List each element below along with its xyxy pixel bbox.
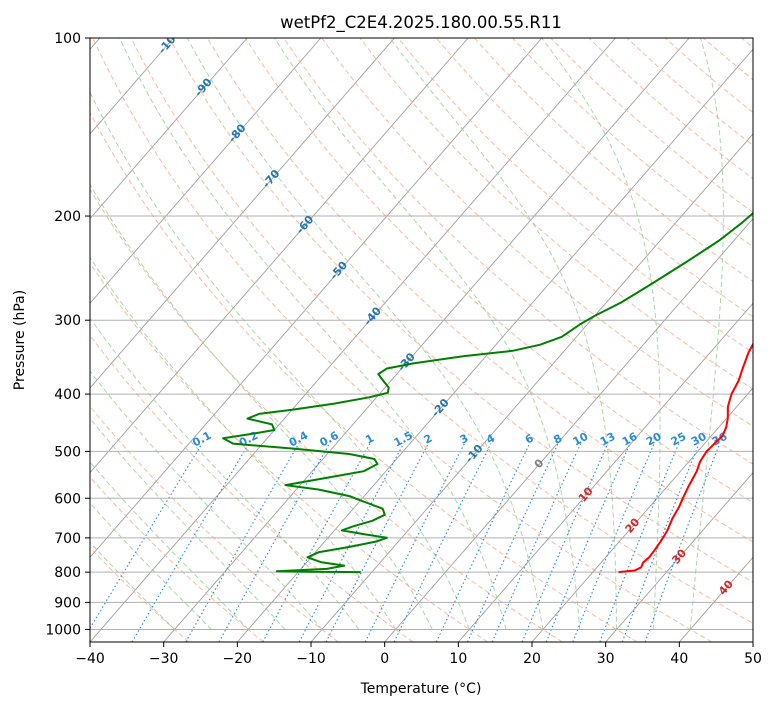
x-axis: −40 −30 −20 −10 0 10 20 30 40 50 [75, 642, 762, 667]
moist-adiabat-line [90, 502, 212, 630]
y-tick-label: 900 [54, 595, 81, 611]
y-tick-label: 100 [54, 31, 81, 47]
x-tick-label: 50 [744, 651, 762, 667]
dry-adiabat-line [90, 188, 563, 642]
mixing-ratio-line [466, 443, 559, 642]
moist-adiabat-line [90, 91, 470, 630]
moist-adiabat-line [541, 38, 661, 630]
isotherm-line [384, 217, 753, 642]
mixing-ratio-label: 16 [620, 430, 640, 449]
y-tick-label: 400 [54, 387, 81, 403]
y-tick-label: 800 [54, 565, 81, 581]
moist-adiabat-line [90, 256, 397, 630]
isotherm-line [90, 38, 395, 389]
moist-adiabat-line [274, 38, 581, 630]
pressure-gridlines [90, 38, 753, 630]
x-tick-label: 0 [380, 651, 389, 667]
isotherm-line [90, 38, 616, 642]
moist-adiabat-line [90, 541, 175, 630]
dry-adiabat-line [90, 262, 488, 642]
dry-adiabat-line [244, 38, 753, 504]
dry-adiabat-line [321, 38, 753, 427]
mixing-ratio-line [90, 443, 203, 630]
moist-adiabat-line [90, 183, 433, 630]
y-tick-label: 600 [54, 491, 81, 507]
isotherm-line [90, 38, 322, 304]
x-tick-label: −20 [223, 651, 253, 667]
isotherm-line [531, 387, 753, 642]
mixing-ratio-line [131, 443, 250, 642]
mixing-ratio-line [435, 443, 531, 642]
y-tick-label: 500 [54, 444, 81, 460]
moist-adiabat-line [90, 317, 360, 630]
mixing-ratio-label: 13 [598, 430, 618, 449]
isotherm-line [457, 302, 753, 642]
x-tick-label: −10 [296, 651, 326, 667]
mixing-ratio-label: 20 [644, 430, 664, 449]
mixing-ratio-line [572, 443, 655, 642]
dry-adiabat-line [130, 38, 753, 624]
plot-frame [89, 37, 754, 643]
moist-adiabat-line [389, 38, 618, 630]
mixing-ratio-line [393, 443, 492, 642]
y-tick-label: 200 [54, 209, 81, 225]
moist-adiabat-line [90, 370, 323, 630]
isotherm-line [90, 38, 469, 474]
mixing-ratio-label: 10 [571, 430, 591, 449]
isotherm-line [163, 38, 690, 642]
dry-adiabat-line [435, 38, 753, 318]
x-tick-label: 40 [670, 651, 688, 667]
x-axis-label: Temperature (°C) [360, 681, 482, 697]
x-tick-label: 10 [449, 651, 467, 667]
dry-adiabat-line [92, 38, 712, 642]
moist-adiabat-line [119, 38, 507, 630]
series-layer [222, 211, 753, 574]
moist-adiabat-line [90, 417, 286, 630]
y-axis: 100 200 300 400 500 600 700 800 900 1000 [45, 31, 90, 638]
y-tick-label: 300 [54, 313, 81, 329]
y-tick-label: 700 [54, 531, 81, 547]
chart-title: wetPf2_C2E4.2025.180.00.55.R11 [280, 13, 562, 33]
dry-adiabat-line [90, 476, 264, 642]
x-tick-label: −40 [75, 651, 105, 667]
mixing-ratio-line [599, 443, 680, 642]
dry-adiabat-line [359, 38, 753, 390]
moist-adiabat-line [90, 461, 249, 630]
isotherm-line [236, 48, 753, 642]
moist-adiabat-line [186, 38, 544, 630]
dry-adiabat-line [90, 334, 414, 642]
x-tick-label: 20 [523, 651, 541, 667]
mixing-ratio-line [185, 443, 300, 642]
mixing-ratio-label: 30 [689, 430, 709, 449]
temperature-line [618, 342, 753, 574]
isotherm-line [90, 38, 248, 220]
isotherm-line [90, 38, 543, 559]
moist-adiabat-line [689, 38, 724, 630]
y-axis-label: Pressure (hPa) [12, 290, 28, 390]
dry-adiabat-line [168, 38, 753, 583]
dry-adiabat-line [90, 405, 339, 642]
x-tick-label: −30 [149, 651, 179, 667]
isotherm-line [605, 471, 753, 642]
dewpoint-line [222, 211, 753, 574]
mixing-ratio-line [298, 443, 405, 642]
background-lines [90, 38, 753, 642]
x-tick-label: 30 [597, 651, 615, 667]
y-tick-label: 1000 [45, 622, 81, 638]
mixing-ratio-label: 25 [669, 430, 689, 449]
